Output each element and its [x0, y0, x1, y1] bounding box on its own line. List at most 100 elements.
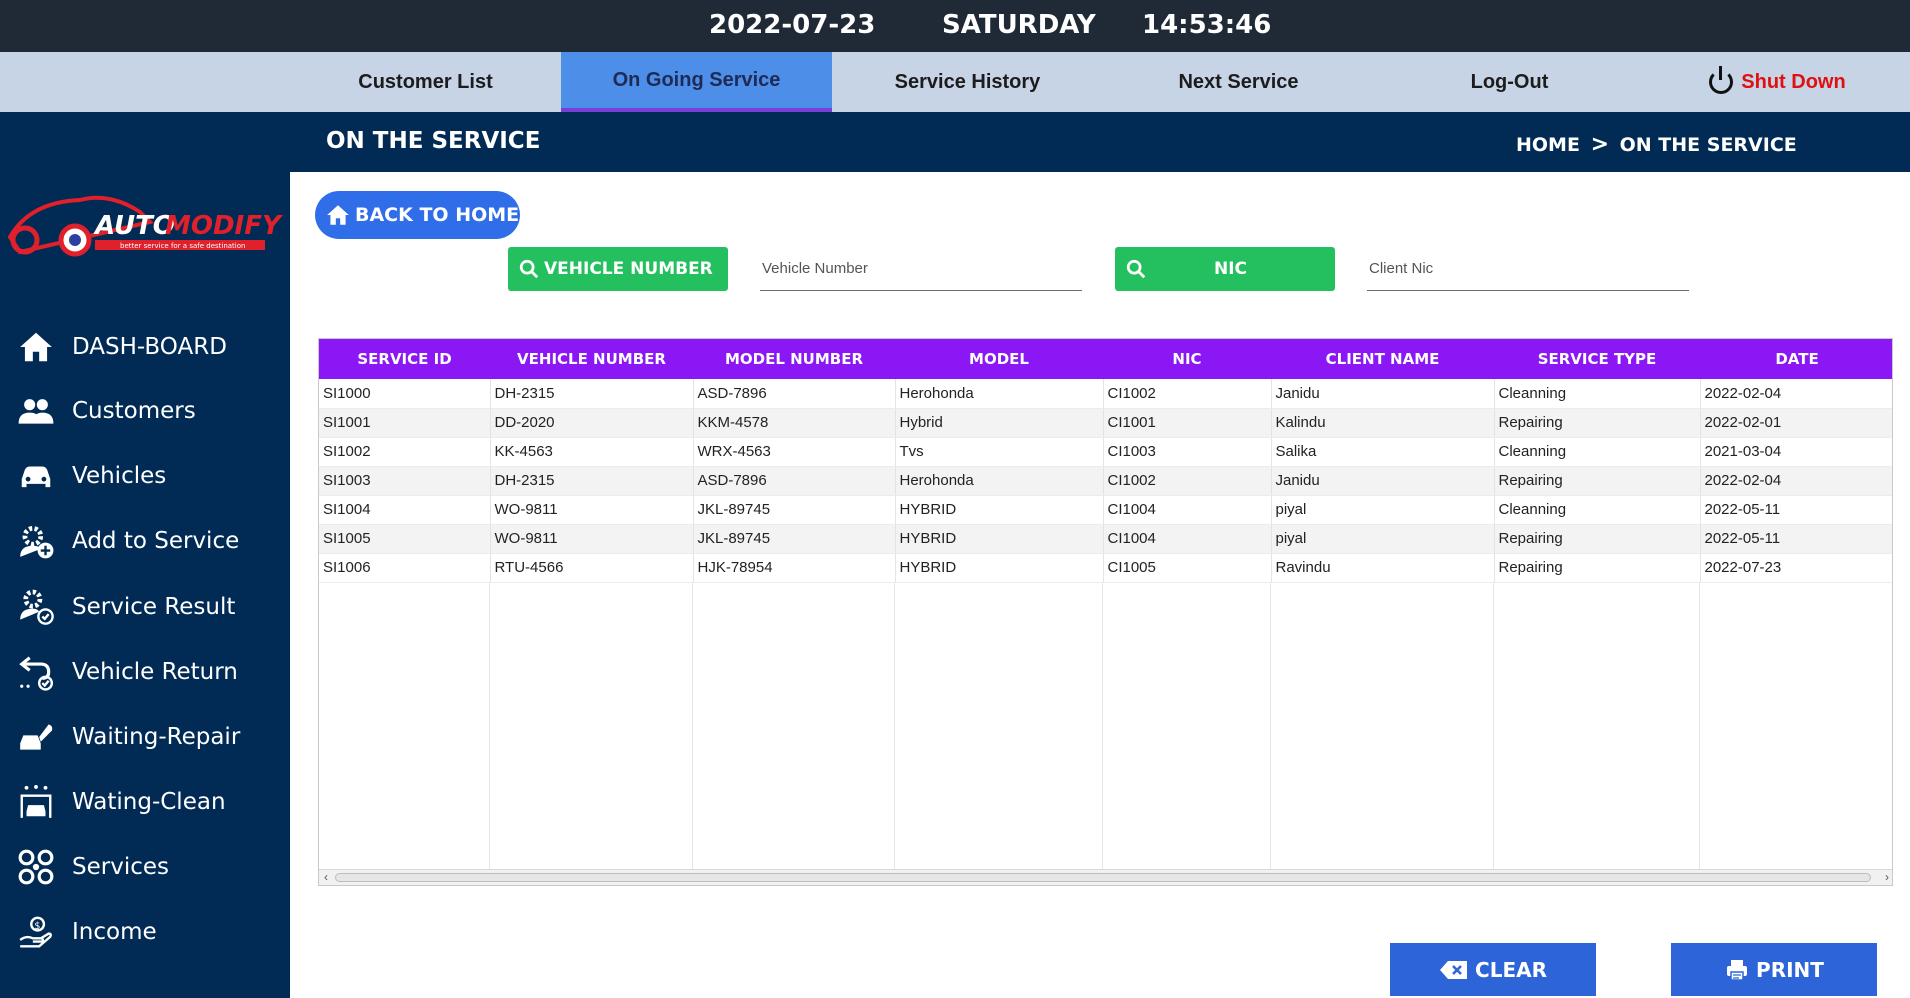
print-label: PRINT — [1756, 957, 1824, 982]
search-nic-label: NIC — [1214, 259, 1248, 279]
column-header[interactable]: NIC — [1103, 339, 1271, 379]
table-cell: WRX-4563 — [693, 437, 896, 467]
table-cell: 2022-07-23 — [1700, 553, 1892, 583]
table-cell: RTU-4566 — [490, 553, 694, 583]
column-header[interactable]: VEHICLE NUMBER — [490, 339, 693, 379]
table-cell: Cleanning — [1494, 437, 1701, 467]
scrollbar-thumb[interactable] — [335, 873, 1871, 882]
sidebar-item-vehicle-return[interactable]: Vehicle Return — [0, 647, 290, 697]
table-cell: CI1002 — [1103, 466, 1272, 496]
sidebar-item-vehicles[interactable]: Vehicles — [0, 451, 290, 501]
main-nav: Customer List On Going Service Service H… — [0, 52, 1910, 112]
table-cell: HYBRID — [895, 553, 1104, 583]
table-cell: 2022-02-01 — [1700, 408, 1892, 438]
table-cell: SI1001 — [319, 408, 491, 438]
table-cell: Tvs — [895, 437, 1104, 467]
sidebar-item-label: Services — [72, 854, 169, 880]
table-cell: CI1005 — [1103, 553, 1272, 583]
sidebar-item-income[interactable]: $ Income — [0, 907, 290, 957]
sidebar-item-add-to-service[interactable]: Add to Service — [0, 516, 290, 566]
table-cell: CI1002 — [1103, 379, 1272, 409]
scroll-right-icon[interactable]: › — [1885, 870, 1889, 884]
sidebar-item-dashboard[interactable]: DASH-BOARD — [0, 322, 290, 372]
table-row[interactable]: SI1002 KK-4563 WRX-4563 Tvs CI1003 Salika Clea… — [319, 437, 1892, 467]
table-cell: 2022-02-04 — [1700, 379, 1892, 409]
current-day: SATURDAY — [942, 10, 1096, 40]
tab-label: Service History — [894, 70, 1041, 93]
table-cell: piyal — [1271, 495, 1495, 525]
scroll-left-icon[interactable]: ‹ — [324, 870, 328, 884]
column-header[interactable]: SERVICE TYPE — [1494, 339, 1700, 379]
sidebar-item-label: Wating-Clean — [72, 789, 226, 815]
column-header[interactable]: MODEL — [895, 339, 1103, 379]
table-cell: KKM-4578 — [693, 408, 896, 438]
table-row[interactable]: SI1003 DH-2315 ASD-7896 Herohonda CI1002 Jani… — [319, 466, 1892, 496]
table-row[interactable]: SI1004 WO-9811 JKL-89745 HYBRID CI1004 piyal C… — [319, 495, 1892, 525]
table-cell: WO-9811 — [490, 495, 694, 525]
vehicle-number-input[interactable] — [760, 247, 1082, 291]
table-cell: HYBRID — [895, 524, 1104, 554]
table-cell: Repairing — [1494, 466, 1701, 496]
printer-icon — [1724, 958, 1756, 982]
table-row[interactable]: SI1005 WO-9811 JKL-89745 HYBRID CI1004 piyal R… — [319, 524, 1892, 554]
column-header[interactable]: DATE — [1700, 339, 1892, 379]
table-cell: DH-2315 — [490, 379, 694, 409]
print-button[interactable]: PRINT — [1671, 943, 1877, 996]
tab-on-going-service[interactable]: On Going Service — [561, 52, 832, 112]
table-row[interactable]: SI1000 DH-2315 ASD-7896 Herohonda CI1002 Jani… — [319, 379, 1892, 409]
table-cell: CI1001 — [1103, 408, 1272, 438]
sidebar-item-label: Customers — [72, 398, 196, 424]
table-cell: piyal — [1271, 524, 1495, 554]
table-cell: Cleanning — [1494, 495, 1701, 525]
table-row[interactable]: SI1001 DD-2020 KKM-4578 Hybrid CI1001 Kalindu… — [319, 408, 1892, 438]
client-nic-input[interactable] — [1367, 247, 1689, 291]
table-cell: Janidu — [1271, 379, 1495, 409]
table-cell: 2022-05-11 — [1700, 495, 1892, 525]
tab-log-out[interactable]: Log-Out — [1374, 52, 1645, 112]
column-header[interactable]: SERVICE ID — [319, 339, 490, 379]
column-header[interactable]: CLIENT NAME — [1271, 339, 1494, 379]
table-cell: 2022-05-11 — [1700, 524, 1892, 554]
search-vehicle-number-button[interactable]: VEHICLE NUMBER — [508, 247, 728, 291]
table-cell: Cleanning — [1494, 379, 1701, 409]
current-date: 2022-07-23 — [709, 10, 876, 40]
clear-button[interactable]: CLEAR — [1390, 943, 1596, 996]
column-header[interactable]: MODEL NUMBER — [693, 339, 895, 379]
table-cell: Herohonda — [895, 379, 1104, 409]
sidebar-item-wating-clean[interactable]: Wating-Clean — [0, 777, 290, 827]
search-nic-button[interactable]: NIC — [1115, 247, 1335, 291]
tab-service-history[interactable]: Service History — [832, 52, 1103, 112]
automodify-logo: AUTO MODIFY better service for a safe de… — [0, 182, 290, 272]
table-cell: ASD-7896 — [693, 379, 896, 409]
shutdown-button[interactable]: Shut Down — [1645, 52, 1910, 112]
services-grid-icon — [16, 847, 56, 887]
table-cell: ASD-7896 — [693, 466, 896, 496]
breadcrumb-separator: > — [1590, 132, 1610, 157]
tab-customer-list[interactable]: Customer List — [290, 52, 561, 112]
table-cell: Kalindu — [1271, 408, 1495, 438]
table-cell: SI1002 — [319, 437, 491, 467]
table-row[interactable]: SI1006 RTU-4566 HJK-78954 HYBRID CI1005 Ravin… — [319, 553, 1892, 583]
page-header: ON THE SERVICE HOME > ON THE SERVICE — [290, 112, 1910, 172]
svg-text:$: $ — [34, 921, 40, 932]
column-divider — [894, 583, 895, 883]
current-time: 14:53:46 — [1142, 10, 1272, 40]
sidebar-item-service-result[interactable]: Service Result — [0, 582, 290, 632]
sidebar-item-label: Add to Service — [72, 528, 240, 554]
back-to-home-label: BACK TO HOME — [355, 204, 520, 226]
breadcrumb-home[interactable]: HOME — [1516, 134, 1580, 156]
column-divider — [1493, 583, 1494, 883]
tab-label: On Going Service — [612, 68, 781, 91]
sidebar-item-customers[interactable]: Customers — [0, 386, 290, 436]
car-wash-icon — [16, 782, 56, 822]
sidebar-item-services[interactable]: Services — [0, 842, 290, 892]
clear-label: CLEAR — [1475, 957, 1547, 982]
back-to-home-button[interactable]: BACK TO HOME — [315, 191, 520, 239]
backspace-icon — [1439, 960, 1475, 980]
search-icon — [1125, 258, 1147, 280]
sidebar-item-label: Service Result — [72, 594, 236, 620]
sidebar-item-waiting-repair[interactable]: Waiting-Repair — [0, 712, 290, 762]
horizontal-scrollbar[interactable]: ‹ › — [319, 869, 1892, 885]
table-cell: HJK-78954 — [693, 553, 896, 583]
tab-next-service[interactable]: Next Service — [1103, 52, 1374, 112]
